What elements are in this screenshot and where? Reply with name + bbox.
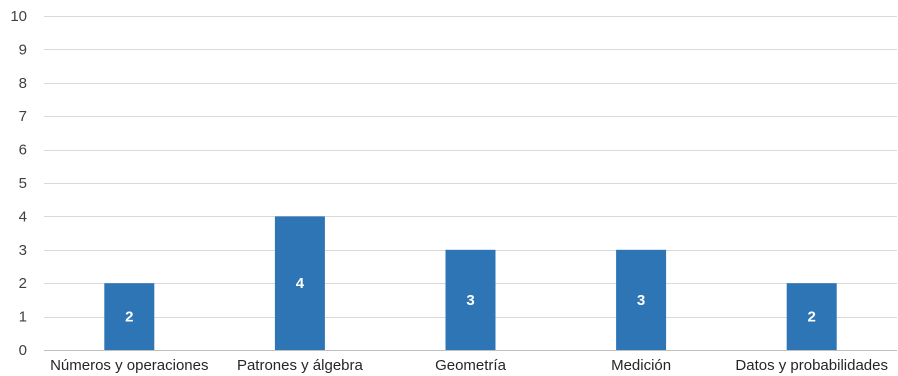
bar [104, 283, 155, 350]
x-tick-label: Números y operaciones [50, 357, 208, 374]
bars [104, 216, 837, 350]
bar [445, 249, 496, 350]
y-tick-label: 3 [19, 242, 27, 259]
x-axis: Números y operaciones Patrones y álgebra G… [50, 357, 888, 374]
data-label: 3 [466, 292, 474, 309]
y-tick-label: 2 [19, 275, 27, 292]
y-axis: 0 1 2 3 4 5 6 7 8 9 10 [10, 8, 27, 359]
y-tick-label: 6 [19, 142, 27, 159]
y-tick-label: 8 [19, 75, 27, 92]
y-tick-label: 7 [19, 108, 27, 125]
bar [274, 216, 325, 350]
x-tick-label: Medición [611, 357, 671, 374]
bar [616, 249, 667, 350]
x-tick-label: Geometría [435, 357, 507, 374]
y-tick-label: 9 [19, 41, 27, 58]
y-tick-label: 0 [19, 342, 27, 359]
y-tick-label: 5 [19, 175, 27, 192]
gridlines [44, 16, 897, 351]
y-tick-label: 4 [19, 208, 27, 225]
bar [786, 283, 837, 350]
data-label: 2 [125, 309, 133, 326]
y-tick-label: 10 [10, 8, 27, 25]
y-tick-label: 1 [19, 309, 27, 326]
data-label: 2 [808, 309, 816, 326]
data-labels: 2 4 3 3 2 [125, 275, 816, 325]
data-label: 4 [296, 275, 305, 292]
x-tick-label: Datos y probabilidades [735, 357, 888, 374]
data-label: 3 [637, 292, 645, 309]
x-tick-label: Patrones y álgebra [237, 357, 364, 374]
